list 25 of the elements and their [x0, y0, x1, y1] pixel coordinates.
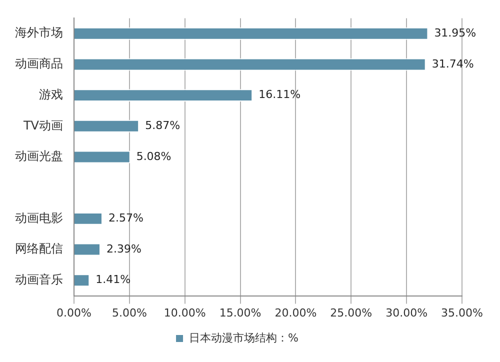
- x-tick-label: 10.00%: [164, 306, 206, 320]
- y-tick-label: 游戏: [39, 87, 63, 102]
- data-label: 1.41%: [96, 273, 131, 286]
- data-label: 2.57%: [108, 212, 144, 225]
- x-tick-label: 20.00%: [274, 306, 317, 320]
- data-label: 2.39%: [106, 242, 142, 256]
- data-label: 31.95%: [434, 26, 476, 40]
- x-tick-label: 30.00%: [386, 306, 428, 320]
- data-label: 5.87%: [145, 119, 180, 132]
- y-tick-label: TV动画: [22, 118, 63, 132]
- x-tick-label: 25.00%: [330, 306, 372, 320]
- y-tick-label: 动画音乐: [15, 272, 63, 287]
- y-tick-label: 海外市场: [15, 26, 63, 40]
- data-label: 31.74%: [432, 57, 474, 70]
- legend-label: 日本动漫市场结构：%: [189, 331, 298, 344]
- x-tick-label: 0.00%: [56, 306, 92, 320]
- x-tick-label: 35.00%: [441, 306, 483, 320]
- data-label: 5.08%: [136, 150, 172, 163]
- x-tick-label: 5.00%: [112, 306, 147, 320]
- y-tick-label: 动画商品: [15, 56, 63, 71]
- y-tick-label: 动画光盘: [15, 149, 63, 164]
- x-tick-label: 15.00%: [219, 306, 262, 320]
- y-tick-label: 网络配信: [15, 242, 63, 256]
- y-tick-label: 动画电影: [15, 210, 63, 225]
- data-label: 16.11%: [258, 88, 301, 102]
